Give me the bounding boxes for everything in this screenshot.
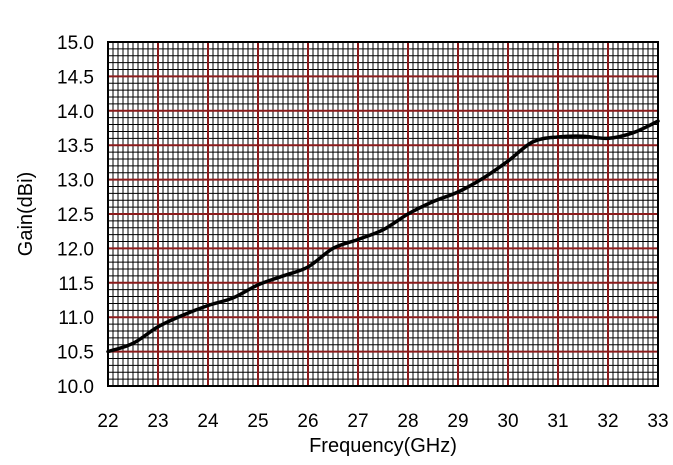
y-tick-label: 12.5: [57, 205, 94, 226]
x-tick-label: 27: [347, 411, 368, 432]
y-tick-label: 14.0: [57, 102, 94, 123]
y-tick-label: 15.0: [57, 33, 94, 54]
y-tick-label: 11.0: [58, 308, 94, 329]
x-tick-label: 30: [497, 411, 518, 432]
x-tick-label: 22: [97, 411, 118, 432]
y-tick-label: 10.0: [57, 377, 94, 398]
y-tick-label: 13.5: [57, 136, 94, 157]
y-tick-label: 12.0: [57, 239, 94, 260]
x-tick-label: 23: [147, 411, 168, 432]
y-tick-label: 11.5: [58, 274, 94, 295]
x-tick-label: 32: [597, 411, 618, 432]
series-line: [106, 119, 660, 354]
x-tick-label: 29: [447, 411, 468, 432]
plot-frame: [107, 41, 659, 387]
x-tick-label: 33: [647, 411, 668, 432]
x-axis-title: Frequency(GHz): [309, 435, 457, 457]
major-grid: [108, 42, 658, 386]
y-axis-title: Gain(dBi): [15, 172, 37, 256]
x-tick-label: 31: [547, 411, 568, 432]
x-tick-label: 24: [197, 411, 219, 432]
y-tick-labels: 10.0 10.5 11.0 11.5 12.0 12.5 13.0 13.5 14.0 14.5…: [57, 33, 94, 398]
y-tick-label: 10.5: [57, 343, 94, 364]
x-tick-label: 28: [397, 411, 418, 432]
x-tick-labels: 22 23 24 25 26 27 28 29 30 31 32 33: [97, 411, 668, 432]
y-tick-label: 14.5: [57, 67, 94, 88]
x-tick-label: 26: [297, 411, 318, 432]
series-layer: [106, 119, 660, 354]
y-tick-label: 13.0: [57, 171, 94, 192]
x-tick-label: 25: [247, 411, 268, 432]
